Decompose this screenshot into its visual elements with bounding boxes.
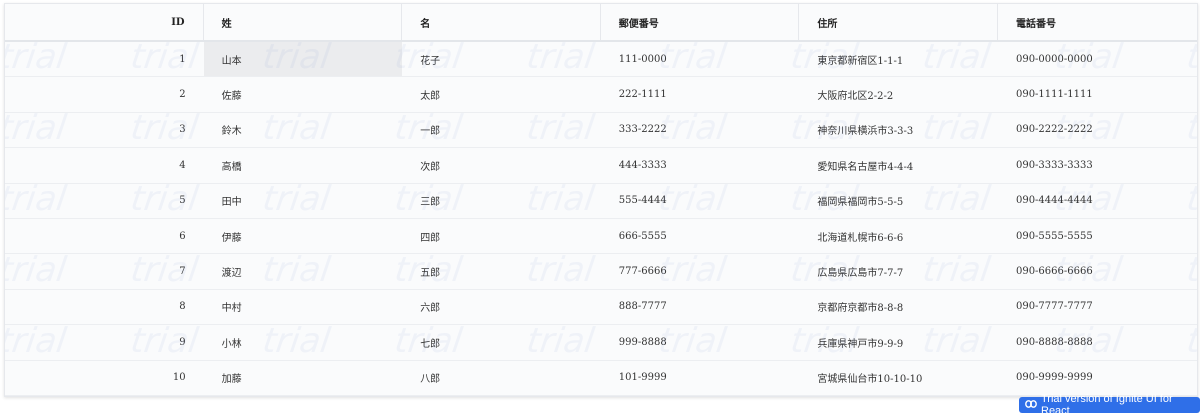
table-cell[interactable]: 090-9999-9999 [1015, 372, 1093, 384]
table-cell[interactable]: 広島県広島市7-7-7 [817, 268, 904, 280]
table-cell[interactable]: 8 [179, 301, 186, 313]
table-row[interactable]: 8 中村 六郎 888-7777 京都府京都市8-8-8 090-7777-7777 [5, 290, 1197, 326]
table-cell[interactable]: 鈴木 [221, 126, 242, 138]
table-cell[interactable]: 一郎 [420, 126, 441, 138]
table-cell[interactable]: 090-8888-8888 [1015, 336, 1093, 348]
column-header[interactable]: ID [5, 4, 204, 40]
data-grid: ID 姓名郵便番号 住所 電話番号 1 山本 花子 111-0000 東京都新宿区1-1-1 0… [4, 3, 1198, 397]
table-cell[interactable]: 三郎 [420, 197, 441, 209]
table-cell[interactable]: 加藤 [221, 374, 242, 386]
table-cell[interactable]: 京都府京都市8-8-8 [817, 303, 904, 315]
table-cell[interactable]: 北海道札幌市6-6-6 [817, 232, 904, 244]
table-cell[interactable]: 福岡県福岡市5-5-5 [817, 197, 904, 209]
table-cell[interactable]: 宮城県仙台市10-10-10 [817, 374, 923, 386]
table-cell[interactable]: 六郎 [420, 303, 441, 315]
table-cell[interactable]: 090-6666-6666 [1015, 266, 1093, 278]
table-cell[interactable]: 333-2222 [618, 124, 667, 136]
table-cell[interactable]: 090-3333-3333 [1015, 159, 1093, 171]
table-cell[interactable]: 7 [179, 266, 186, 278]
table-cell[interactable]: 5 [179, 195, 186, 207]
trial-badge-label: Trial version of Ignite UI for React [1041, 393, 1173, 417]
table-row[interactable]: 6 伊藤 四郎 666-5555 北海道札幌市6-6-6 090-5555-5555 [5, 219, 1197, 255]
trial-version-badge[interactable]: Trial version of Ignite UI for React [1019, 393, 1200, 417]
table-cell[interactable]: 101-9999 [618, 372, 667, 384]
table-row[interactable]: 10 加藤 八郎 101-9999 宮城県仙台市10-10-10 090-9999-999… [5, 361, 1197, 396]
table-cell[interactable]: 777-6666 [618, 266, 667, 278]
table-cell[interactable]: 3 [179, 124, 186, 136]
link-icon [1025, 399, 1037, 411]
table-cell[interactable]: 五郎 [420, 268, 441, 280]
grid-body: 1 山本 花子 111-0000 東京都新宿区1-1-1 090-0000-0000 2 佐藤… [5, 42, 1197, 396]
table-cell[interactable]: 山本 [203, 42, 403, 77]
table-row[interactable]: 9 小林 七郎 999-8888 兵庫県神戸市9-9-9 090-8888-8888 [5, 325, 1197, 361]
table-cell[interactable]: 666-5555 [618, 230, 667, 242]
table-cell[interactable]: 花子 [420, 55, 441, 67]
table-cell[interactable]: 四郎 [420, 232, 441, 244]
table-cell[interactable]: 2 [179, 89, 186, 101]
table-cell[interactable]: 090-1111-1111 [1015, 89, 1093, 101]
table-cell[interactable]: 愛知県名古屋市4-4-4 [817, 161, 914, 173]
table-cell[interactable]: 090-2222-2222 [1015, 124, 1093, 136]
table-cell[interactable]: 222-1111 [618, 89, 667, 101]
table-cell[interactable]: 神奈川県横浜市3-3-3 [817, 126, 914, 138]
table-row[interactable]: 3 鈴木 一郎 333-2222 神奈川県横浜市3-3-3 090-2222-2222 [5, 113, 1197, 149]
table-cell[interactable]: 七郎 [420, 338, 441, 350]
table-row[interactable]: 5 田中 三郎 555-4444 福岡県福岡市5-5-5 090-4444-4444 [5, 184, 1197, 219]
table-cell[interactable]: 555-4444 [618, 195, 667, 207]
column-header[interactable]: 郵便番号 [601, 4, 800, 40]
table-row[interactable]: 2 佐藤 太郎 222-1111 大阪府北区2-2-2 090-1111-1111 [5, 77, 1197, 113]
table-cell[interactable]: 東京都新宿区1-1-1 [817, 55, 904, 67]
table-cell[interactable]: 次郎 [420, 161, 441, 173]
table-cell[interactable]: 大阪府北区2-2-2 [817, 91, 894, 103]
table-cell[interactable]: 888-7777 [618, 301, 667, 313]
table-cell[interactable]: 4 [179, 159, 186, 171]
table-cell[interactable]: 八郎 [420, 374, 441, 386]
table-cell[interactable]: 太郎 [420, 91, 441, 103]
table-cell[interactable]: 999-8888 [618, 336, 667, 348]
table-row[interactable]: 4 高橋 次郎 444-3333 愛知県名古屋市4-4-4 090-3333-3333 [5, 148, 1197, 184]
table-cell[interactable]: 090-0000-0000 [1015, 53, 1093, 65]
table-cell[interactable]: 佐藤 [221, 91, 242, 103]
grid-header: ID 姓名郵便番号 住所 電話番号 [5, 4, 1197, 42]
table-cell[interactable]: 小林 [221, 338, 242, 350]
table-cell[interactable]: 伊藤 [221, 232, 242, 244]
table-cell[interactable]: 渡辺 [221, 268, 242, 280]
table-cell[interactable]: 090-5555-5555 [1015, 230, 1093, 242]
table-cell[interactable]: 444-3333 [618, 159, 667, 171]
table-row[interactable]: 1 山本 花子 111-0000 東京都新宿区1-1-1 090-0000-0000 [5, 42, 1197, 78]
table-cell[interactable]: 111-0000 [618, 53, 667, 65]
column-header[interactable]: 姓 [204, 4, 403, 40]
table-row[interactable]: 7 渡辺 五郎 777-6666 広島県広島市7-7-7 090-6666-6666 [5, 254, 1197, 290]
table-cell[interactable]: 9 [179, 336, 186, 348]
column-header[interactable]: 電話番号 [1015, 18, 1056, 30]
table-cell[interactable]: 1 [179, 53, 186, 65]
table-cell[interactable]: 10 [172, 372, 186, 384]
column-header[interactable]: 住所 [799, 4, 998, 40]
table-cell[interactable]: 兵庫県神戸市9-9-9 [817, 338, 904, 350]
column-header[interactable]: 名 [402, 4, 601, 40]
table-cell[interactable]: 田中 [221, 197, 242, 209]
table-cell[interactable]: 6 [179, 230, 186, 242]
table-cell[interactable]: 090-4444-4444 [1015, 195, 1093, 207]
table-cell[interactable]: 中村 [221, 303, 242, 315]
table-cell[interactable]: 090-7777-7777 [1015, 301, 1093, 313]
table-cell[interactable]: 高橋 [221, 161, 242, 173]
